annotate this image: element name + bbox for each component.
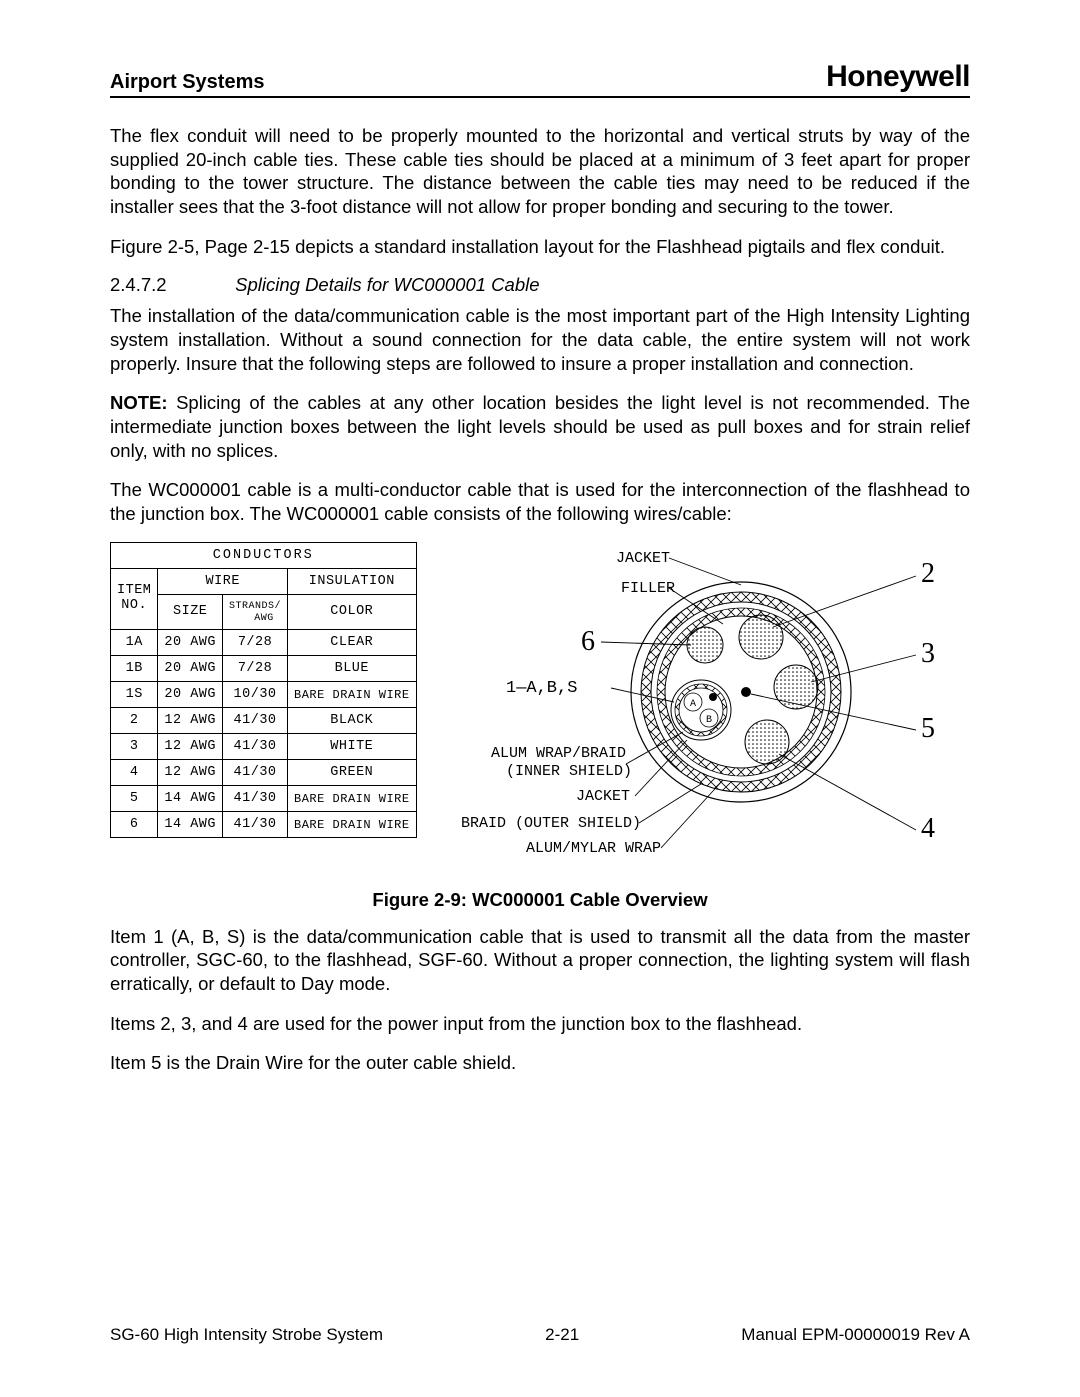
- cell-item: 6: [111, 812, 158, 838]
- paragraph-8: Item 5 is the Drain Wire for the outer c…: [110, 1051, 970, 1075]
- cell-strands: 7/28: [223, 656, 288, 682]
- cell-size: 20 AWG: [158, 682, 223, 708]
- table-row: 1B20 AWG7/28BLUE: [111, 656, 417, 682]
- cell-color: BARE DRAIN WIRE: [288, 786, 417, 812]
- cell-size: 20 AWG: [158, 630, 223, 656]
- diagram-label-jacket-bot: JACKET: [576, 788, 630, 805]
- page-header: Airport Systems Honeywell: [110, 60, 970, 98]
- cell-strands: 41/30: [223, 708, 288, 734]
- cable-diagram-svg: A B JACKET FILLER 6 1—A,B,S ALUM WRAP/BR…: [451, 542, 961, 862]
- cell-color: BLACK: [288, 708, 417, 734]
- cell-size: 14 AWG: [158, 812, 223, 838]
- paragraph-7: Items 2, 3, and 4 are used for the power…: [110, 1012, 970, 1036]
- paragraph-3: The installation of the data/communicati…: [110, 304, 970, 375]
- cell-item: 1B: [111, 656, 158, 682]
- table-row: 514 AWG41/30BARE DRAIN WIRE: [111, 786, 417, 812]
- cell-size: 12 AWG: [158, 734, 223, 760]
- cell-color: BARE DRAIN WIRE: [288, 682, 417, 708]
- paragraph-1: The flex conduit will need to be properl…: [110, 124, 970, 219]
- cell-item: 5: [111, 786, 158, 812]
- cell-color: GREEN: [288, 760, 417, 786]
- diagram-label-4: 4: [921, 813, 935, 844]
- figure-caption: Figure 2-9: WC000001 Cable Overview: [110, 889, 970, 911]
- diagram-label-b: B: [706, 715, 712, 726]
- cell-color: WHITE: [288, 734, 417, 760]
- table-row: 312 AWG41/30WHITE: [111, 734, 417, 760]
- diagram-label-filler: FILLER: [621, 580, 675, 597]
- footer-right: Manual EPM-00000019 Rev A: [741, 1325, 970, 1345]
- cell-color: CLEAR: [288, 630, 417, 656]
- col-strands-top: STRANDS/: [229, 601, 281, 612]
- cell-strands: 7/28: [223, 630, 288, 656]
- table-row: 1A20 AWG7/28CLEAR: [111, 630, 417, 656]
- page-footer: SG-60 High Intensity Strobe System 2-21 …: [110, 1325, 970, 1345]
- section-title: Splicing Details for WC000001 Cable: [235, 274, 539, 295]
- diagram-label-a: A: [690, 699, 696, 710]
- col-item-1: ITEM: [117, 583, 151, 598]
- col-insulation-group: INSULATION: [288, 568, 417, 594]
- table-row: 614 AWG41/30BARE DRAIN WIRE: [111, 812, 417, 838]
- paragraph-6: Item 1 (A, B, S) is the data/communicati…: [110, 925, 970, 996]
- figure-row: CONDUCTORS ITEM NO. WIRE INSULATION SIZE…: [110, 542, 970, 867]
- cell-item: 4: [111, 760, 158, 786]
- cell-strands: 41/30: [223, 786, 288, 812]
- cable-diagram: A B JACKET FILLER 6 1—A,B,S ALUM WRAP/BR…: [451, 542, 970, 867]
- col-size: SIZE: [158, 594, 223, 629]
- paragraph-5: The WC000001 cable is a multi-conductor …: [110, 478, 970, 525]
- header-title: Airport Systems: [110, 71, 265, 94]
- table-title: CONDUCTORS: [111, 542, 417, 568]
- diagram-label-alum-mylar: ALUM/MYLAR WRAP: [526, 840, 661, 857]
- col-color: COLOR: [288, 594, 417, 629]
- diagram-label-braid-outer: BRAID (OUTER SHIELD): [461, 815, 641, 832]
- note-paragraph: NOTE: Splicing of the cables at any othe…: [110, 391, 970, 462]
- table-row: 412 AWG41/30GREEN: [111, 760, 417, 786]
- section-heading: 2.4.7.2 Splicing Details for WC000001 Ca…: [110, 274, 970, 296]
- table-row: 1S20 AWG10/30BARE DRAIN WIRE: [111, 682, 417, 708]
- section-number: 2.4.7.2: [110, 274, 230, 296]
- diagram-label-2: 2: [921, 558, 935, 589]
- diagram-label-inner-shield: (INNER SHIELD): [506, 763, 632, 780]
- footer-center: 2-21: [545, 1325, 579, 1345]
- conductors-table: CONDUCTORS ITEM NO. WIRE INSULATION SIZE…: [110, 542, 417, 838]
- cell-color: BLUE: [288, 656, 417, 682]
- col-strands-awg: AWG: [236, 613, 274, 624]
- brand-logo-text: Honeywell: [826, 60, 970, 94]
- cell-size: 12 AWG: [158, 708, 223, 734]
- cell-strands: 41/30: [223, 734, 288, 760]
- cell-strands: 10/30: [223, 682, 288, 708]
- cell-size: 20 AWG: [158, 656, 223, 682]
- table-row: 212 AWG41/30BLACK: [111, 708, 417, 734]
- cell-item: 1A: [111, 630, 158, 656]
- diagram-label-jacket-top: JACKET: [616, 550, 670, 567]
- diagram-label-6: 6: [581, 626, 595, 657]
- cell-strands: 41/30: [223, 812, 288, 838]
- col-item: ITEM NO.: [111, 568, 158, 629]
- cell-item: 3: [111, 734, 158, 760]
- page: Airport Systems Honeywell The flex condu…: [0, 0, 1080, 1397]
- diagram-label-5: 5: [921, 713, 935, 744]
- cell-size: 14 AWG: [158, 786, 223, 812]
- note-label: NOTE:: [110, 392, 168, 413]
- col-item-2: NO.: [121, 598, 147, 613]
- cell-item: 2: [111, 708, 158, 734]
- diagram-label-alum-braid: ALUM WRAP/BRAID: [491, 745, 626, 762]
- diagram-label-3: 3: [921, 638, 935, 669]
- cell-strands: 41/30: [223, 760, 288, 786]
- paragraph-2: Figure 2-5, Page 2-15 depicts a standard…: [110, 235, 970, 259]
- col-wire-group: WIRE: [158, 568, 288, 594]
- col-strands: STRANDS/ AWG: [223, 594, 288, 629]
- cell-item: 1S: [111, 682, 158, 708]
- diagram-label-1abs: 1—A,B,S: [506, 679, 577, 698]
- footer-left: SG-60 High Intensity Strobe System: [110, 1325, 383, 1345]
- cell-color: BARE DRAIN WIRE: [288, 812, 417, 838]
- note-text: Splicing of the cables at any other loca…: [110, 392, 970, 460]
- cell-size: 12 AWG: [158, 760, 223, 786]
